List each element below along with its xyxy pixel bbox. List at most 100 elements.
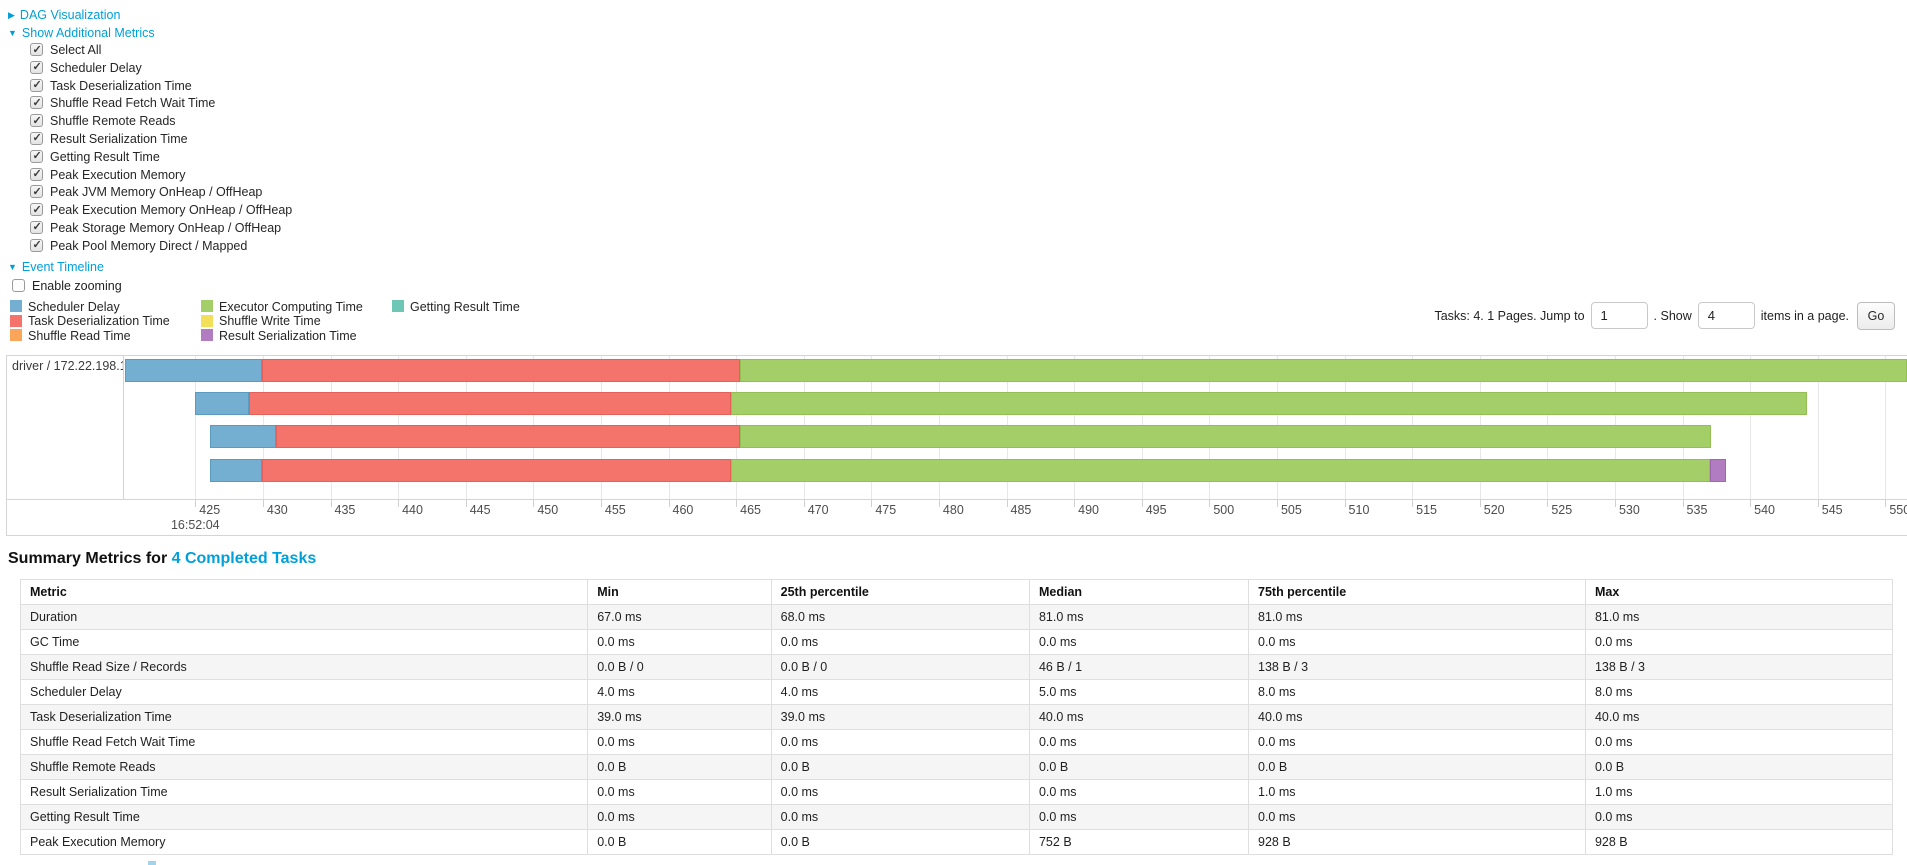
jump-to-page-input[interactable]	[1590, 302, 1648, 330]
summary-metrics-title: Summary Metrics for 4 Completed Tasks	[8, 550, 1893, 568]
enable-zooming-label: Enable zooming	[32, 278, 122, 293]
metric-value-cell: 81.0 ms	[1584, 603, 1894, 630]
axis-tick	[1141, 499, 1143, 507]
legend-label: Shuffle Read Time	[28, 328, 131, 343]
checkbox-label: Shuffle Read Fetch Wait Time	[50, 96, 216, 111]
checkbox-select-all[interactable]	[30, 42, 43, 59]
checkbox-label: Shuffle Remote Reads	[50, 114, 176, 129]
legend-swatch-icon	[10, 314, 22, 327]
metric-option-result-serialization-time: Result Serialization Time	[30, 130, 1907, 149]
axis-tick	[1479, 499, 1481, 507]
axis-tick	[330, 499, 332, 507]
checkbox-task-deserialization-time[interactable]	[30, 77, 43, 95]
axis-tick-label: 515	[1416, 502, 1437, 517]
legend-item-task-deserialization-time: Task Deserialization Time	[10, 314, 201, 329]
table-head: Metric Min 25th percentile Median 75th perce…	[19, 578, 1894, 605]
axis-tick-label: 425	[199, 502, 221, 517]
task-bar-segment-scheduler_delay[interactable]	[125, 358, 262, 382]
legend-column: Executor Computing Time Shuffle Write Tim…	[201, 300, 392, 344]
task-bar-segment-executor_computing[interactable]	[730, 391, 1807, 415]
task-bar-segment-task_deserialization[interactable]	[261, 358, 741, 382]
metric-value-cell: 40.0 ms	[1248, 703, 1586, 730]
axis-tick	[668, 499, 670, 507]
task-bar-segment-task_deserialization[interactable]	[276, 425, 741, 449]
gridline	[1885, 355, 1887, 499]
metric-value-cell: 0.0 B	[587, 753, 772, 780]
metric-option-peak-storage-memory-onheap-offheap: Peak Storage Memory OnHeap / OffHeap	[30, 219, 1907, 238]
task-bar-segment-executor_computing[interactable]	[740, 358, 1907, 382]
axis-tick	[1817, 499, 1819, 507]
metric-value-cell: 0.0 ms	[1028, 778, 1250, 805]
metric-value-cell: 1.0 ms	[1248, 778, 1586, 805]
metrics-checkbox-list: Select All Scheduler Delay Task Deserializ…	[30, 42, 1907, 256]
axis-tick-label: 430	[266, 502, 288, 517]
legend-column: Scheduler Delay Task Deserialization Time…	[10, 300, 201, 344]
task-bar-segment-task_deserialization[interactable]	[261, 458, 731, 482]
task-bar-segment-scheduler_delay[interactable]	[195, 391, 250, 415]
checkbox-label: Select All	[50, 43, 102, 57]
legend-item-getting-result-time: Getting Result Time	[392, 300, 520, 315]
checkbox-peak-jvm-memory-onheap-offheap[interactable]	[30, 184, 43, 202]
enable-zooming-checkbox[interactable]	[12, 278, 25, 292]
metric-value-cell: 46 B / 1	[1028, 653, 1250, 680]
metric-value-cell: 8.0 ms	[1584, 678, 1894, 705]
completed-tasks-link[interactable]: 4 Completed Tasks	[171, 549, 317, 567]
metric-value-cell: 0.0 ms	[1584, 803, 1894, 830]
axis-tick	[1682, 499, 1684, 507]
metric-option-peak-jvm-memory-onheap-offheap: Peak JVM Memory OnHeap / OffHeap	[30, 184, 1907, 202]
metric-value-cell: 752 B	[1028, 828, 1250, 855]
metric-value-cell: 138 B / 3	[1248, 653, 1586, 680]
axis-tick	[398, 499, 400, 507]
metric-option-task-deserialization-time: Task Deserialization Time	[30, 77, 1907, 96]
legend-item-result-serialization-time: Result Serialization Time	[201, 329, 392, 344]
checkbox-result-serialization-time[interactable]	[30, 130, 43, 148]
metric-value-cell: 39.0 ms	[770, 703, 1030, 730]
checkbox-peak-pool-memory-direct-mapped[interactable]	[30, 237, 43, 255]
checkbox-peak-execution-memory[interactable]	[30, 166, 43, 184]
metric-name-cell: GC Time	[19, 628, 589, 655]
checkbox-scheduler-delay[interactable]	[30, 59, 43, 77]
checkbox-shuffle-remote-reads[interactable]	[30, 113, 43, 130]
task-bar-segment-task_deserialization[interactable]	[249, 391, 731, 415]
items-per-page-input[interactable]	[1697, 302, 1755, 330]
metric-value-cell: 0.0 ms	[770, 803, 1030, 830]
checkbox-label: Peak Storage Memory OnHeap / OffHeap	[50, 220, 282, 235]
metric-value-cell: 4.0 ms	[770, 678, 1030, 705]
go-button[interactable]: Go	[1857, 301, 1895, 330]
table-row-task-deserialization-time: Task Deserialization Time 39.0 ms 39.0 ms 4…	[19, 703, 1894, 730]
table-row-gc-time: GC Time 0.0 ms 0.0 ms 0.0 ms 0.0 ms 0.0 ms	[19, 628, 1894, 655]
checkbox-label: Getting Result Time	[50, 149, 160, 164]
checkbox-getting-result-time[interactable]	[30, 148, 43, 166]
legend-swatch-icon	[201, 314, 213, 327]
chevron-down-icon: ▼	[8, 28, 17, 38]
metric-value-cell: 0.0 B	[1584, 753, 1894, 780]
task-bar-segment-scheduler_delay[interactable]	[210, 458, 262, 482]
axis-tick	[1344, 499, 1346, 507]
axis-tick	[195, 499, 197, 507]
task-bar-segment-executor_computing[interactable]	[730, 458, 1710, 482]
checkbox-peak-execution-memory-onheap-offheap[interactable]	[30, 202, 43, 219]
checkbox-label: Task Deserialization Time	[50, 78, 192, 93]
table-row-peak-execution-memory: Peak Execution Memory 0.0 B 0.0 B 752 B 928 …	[19, 828, 1894, 855]
event-timeline-link[interactable]: ▼ Event Timeline	[8, 260, 104, 274]
timeline-time-axis: 425 430 435 440 445 450 455 460 465 470 475 480 485 4…	[125, 498, 1907, 535]
show-additional-metrics-link[interactable]: ▼ Show Additional Metrics	[8, 26, 155, 40]
checkbox-label: Peak Execution Memory OnHeap / OffHeap	[50, 203, 293, 218]
checkbox-peak-storage-memory-onheap-offheap[interactable]	[30, 219, 43, 237]
axis-tick	[1412, 499, 1414, 507]
metric-value-cell: 928 B	[1248, 828, 1586, 855]
dag-visualization-link[interactable]: ▶ DAG Visualization	[8, 8, 120, 22]
axis-tick-label: 435	[334, 502, 356, 517]
task-bar-segment-scheduler_delay[interactable]	[210, 425, 277, 449]
chevron-right-icon: ▶	[8, 10, 15, 20]
stage-page-controls: ▶ DAG Visualization ▼ Show Additional Metr…	[0, 0, 1907, 294]
column-header-75th-percentile: 75th percentile	[1248, 578, 1586, 605]
task-bar-segment-executor_computing[interactable]	[740, 425, 1711, 449]
axis-tick	[938, 499, 940, 507]
table-row-scheduler-delay: Scheduler Delay 4.0 ms 4.0 ms 5.0 ms 8.0 ms 8…	[19, 678, 1894, 705]
metric-value-cell: 40.0 ms	[1584, 703, 1894, 730]
checkbox-shuffle-read-fetch-wait-time[interactable]	[30, 95, 43, 113]
checkbox-label: Peak Pool Memory Direct / Mapped	[50, 238, 248, 253]
task-bar-segment-result_serialization[interactable]	[1709, 458, 1726, 482]
timeline-legend-and-pagination: Scheduler Delay Task Deserialization Time…	[0, 300, 1907, 348]
